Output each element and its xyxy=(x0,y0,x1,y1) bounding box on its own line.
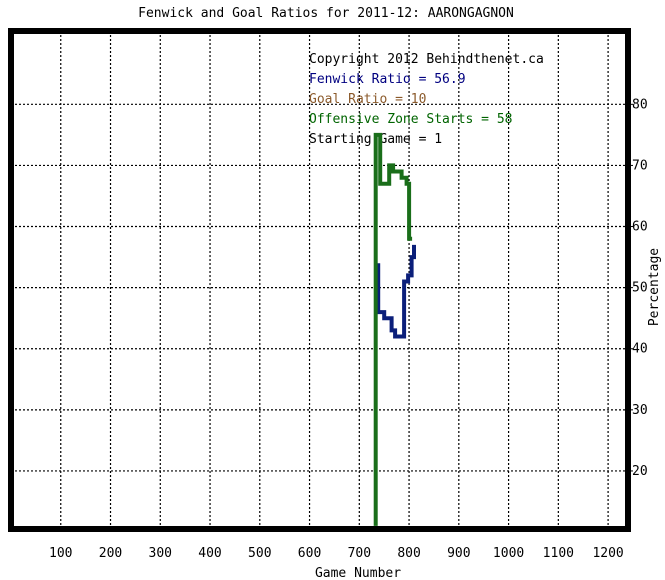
x-tick-label: 200 xyxy=(99,546,122,561)
x-tick-label: 500 xyxy=(248,546,271,561)
y-axis-label: Percentage xyxy=(647,248,662,326)
x-axis-label: Game Number xyxy=(315,566,401,580)
series-layer xyxy=(373,132,416,526)
chart-title: Fenwick and Goal Ratios for 2011-12: AAR… xyxy=(138,6,514,21)
x-tick-label: 1100 xyxy=(543,546,574,561)
annotation-3: Offensive Zone Starts = 58 xyxy=(309,112,513,127)
y-tick-label: 30 xyxy=(632,403,648,418)
annotation-2: Goal Ratio = 10 xyxy=(309,92,426,107)
annotation-1: Fenwick Ratio = 56.9 xyxy=(309,72,466,87)
y-tick-labels: 20 30 40 50 60 70 80 xyxy=(628,97,648,479)
x-tick-label: 400 xyxy=(198,546,221,561)
x-tick-label: 1000 xyxy=(493,546,524,561)
x-tick-labels: 100 200 300 400 500 600 700 800 900 1000 1100 1200 xyxy=(49,546,624,561)
y-tick-label: 50 xyxy=(632,281,648,296)
y-tick-label: 40 xyxy=(632,342,648,357)
x-tick-label: 300 xyxy=(149,546,172,561)
y-tick-label: 60 xyxy=(632,220,648,235)
series-line-0 xyxy=(376,244,416,339)
x-tick-label: 900 xyxy=(447,546,470,561)
y-tick-label: 70 xyxy=(632,158,648,173)
y-tick-label: 20 xyxy=(632,464,648,479)
x-tick-label: 800 xyxy=(397,546,420,561)
y-tick-label: 80 xyxy=(632,97,648,112)
annotations: Copyright 2012 Behindthenet.ca Fenwick Ra… xyxy=(309,52,544,147)
x-tick-label: 600 xyxy=(298,546,321,561)
plot-frame xyxy=(8,28,631,532)
x-tick-label: 100 xyxy=(49,546,72,561)
series-line-1 xyxy=(373,132,413,526)
annotation-0: Copyright 2012 Behindthenet.ca xyxy=(309,52,544,67)
x-tick-label: 1200 xyxy=(592,546,623,561)
x-tick-label: 700 xyxy=(348,546,371,561)
